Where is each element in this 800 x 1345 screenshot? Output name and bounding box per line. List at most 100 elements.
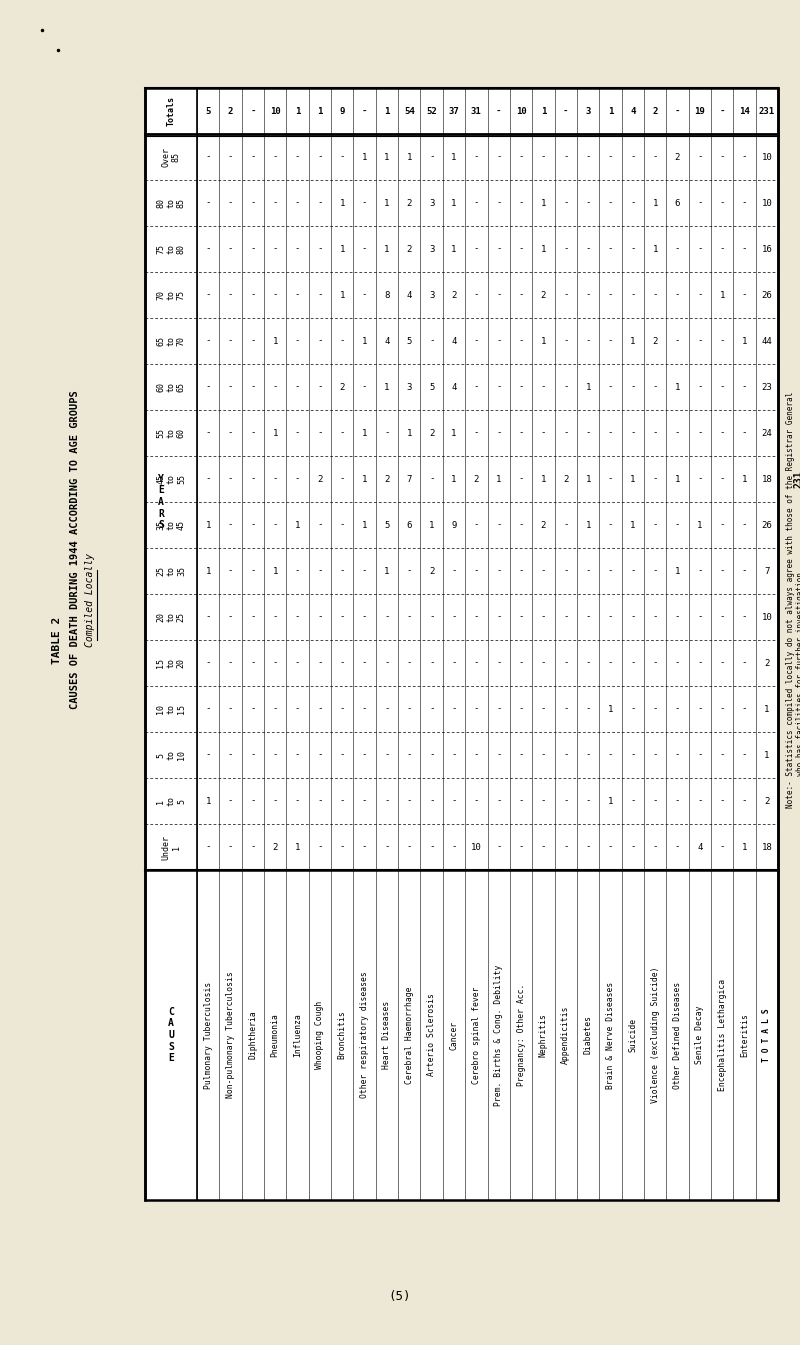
Text: -: - (608, 152, 613, 161)
Text: -: - (474, 336, 479, 346)
Text: -: - (295, 751, 300, 760)
Text: Suicide: Suicide (628, 1018, 638, 1052)
Text: -: - (273, 475, 278, 483)
Text: -: - (295, 475, 300, 483)
Text: -: - (719, 521, 725, 530)
Text: 8: 8 (384, 291, 390, 300)
Text: 1: 1 (429, 521, 434, 530)
Text: -: - (250, 152, 255, 161)
Text: 1: 1 (384, 199, 390, 207)
Text: -: - (206, 705, 211, 713)
Text: -: - (273, 521, 278, 530)
Text: (5): (5) (389, 1290, 411, 1303)
Text: -: - (541, 382, 546, 391)
Text: -: - (362, 291, 367, 300)
Text: -: - (719, 429, 725, 437)
Text: -: - (496, 382, 502, 391)
Text: -: - (451, 842, 457, 851)
Text: -: - (563, 842, 568, 851)
Text: -: - (228, 199, 234, 207)
Text: -: - (563, 106, 568, 116)
Text: -: - (518, 659, 524, 667)
Text: 1: 1 (362, 152, 367, 161)
Text: -: - (742, 521, 747, 530)
Text: -: - (518, 199, 524, 207)
Text: Under
1: Under 1 (162, 834, 181, 859)
Text: 1: 1 (586, 521, 590, 530)
Text: -: - (429, 336, 434, 346)
Text: 6: 6 (674, 199, 680, 207)
Text: -: - (697, 751, 702, 760)
Text: -: - (451, 796, 457, 806)
Text: 1: 1 (496, 475, 502, 483)
Text: -: - (653, 152, 658, 161)
Text: 1: 1 (384, 152, 390, 161)
Text: -: - (206, 291, 211, 300)
Text: Diphtheria: Diphtheria (248, 1010, 258, 1060)
Text: -: - (295, 199, 300, 207)
Text: -: - (518, 382, 524, 391)
Text: -: - (586, 842, 590, 851)
Text: Enteritis: Enteritis (740, 1013, 749, 1057)
Text: Compiled Locally: Compiled Locally (85, 553, 95, 647)
Text: 23: 23 (762, 382, 772, 391)
Text: 80
to
85: 80 to 85 (156, 198, 186, 208)
Text: 5: 5 (429, 382, 434, 391)
Text: Non-pulmonary Tuberculosis: Non-pulmonary Tuberculosis (226, 971, 235, 1099)
Text: -: - (295, 429, 300, 437)
Text: -: - (250, 336, 255, 346)
Text: -: - (429, 705, 434, 713)
Text: 10: 10 (762, 152, 772, 161)
Text: -: - (608, 521, 613, 530)
Text: 4: 4 (451, 336, 457, 346)
Text: -: - (228, 382, 234, 391)
Text: Nephritis: Nephritis (539, 1013, 548, 1057)
Text: -: - (653, 521, 658, 530)
Text: -: - (719, 106, 725, 116)
Text: -: - (674, 245, 680, 253)
Text: -: - (586, 796, 590, 806)
Text: 5: 5 (384, 521, 390, 530)
Text: 26: 26 (762, 291, 772, 300)
Text: 1: 1 (541, 199, 546, 207)
Text: 65
to
70: 65 to 70 (156, 336, 186, 346)
Text: -: - (429, 152, 434, 161)
Text: 20
to
25: 20 to 25 (156, 612, 186, 621)
Text: -: - (586, 336, 590, 346)
Text: -: - (250, 705, 255, 713)
Text: 75
to
80: 75 to 80 (156, 243, 186, 254)
Text: -: - (518, 336, 524, 346)
Text: Bronchitis: Bronchitis (338, 1010, 346, 1060)
Text: -: - (719, 659, 725, 667)
Text: 1: 1 (406, 429, 412, 437)
Text: 2: 2 (318, 475, 322, 483)
Text: -: - (563, 291, 568, 300)
Text: 2: 2 (406, 245, 412, 253)
Text: 1: 1 (362, 429, 367, 437)
Text: 1: 1 (295, 521, 300, 530)
Text: -: - (474, 199, 479, 207)
Text: -: - (496, 152, 502, 161)
Text: 1: 1 (206, 521, 211, 530)
Text: 231: 231 (793, 471, 800, 488)
Text: 1: 1 (339, 199, 345, 207)
Text: Cerebro spinal fever: Cerebro spinal fever (472, 986, 481, 1084)
Text: -: - (384, 751, 390, 760)
Text: -: - (451, 705, 457, 713)
Text: -: - (206, 382, 211, 391)
Text: 25
to
35: 25 to 35 (156, 566, 186, 576)
Text: -: - (318, 429, 322, 437)
Text: 2: 2 (764, 659, 770, 667)
Text: -: - (608, 199, 613, 207)
Text: 2: 2 (563, 475, 568, 483)
Text: -: - (496, 336, 502, 346)
Text: -: - (563, 152, 568, 161)
Text: 10: 10 (762, 199, 772, 207)
Text: -: - (451, 612, 457, 621)
Text: -: - (697, 336, 702, 346)
Text: -: - (474, 566, 479, 576)
Text: -: - (496, 751, 502, 760)
Text: -: - (250, 475, 255, 483)
Text: -: - (496, 245, 502, 253)
Text: -: - (653, 291, 658, 300)
